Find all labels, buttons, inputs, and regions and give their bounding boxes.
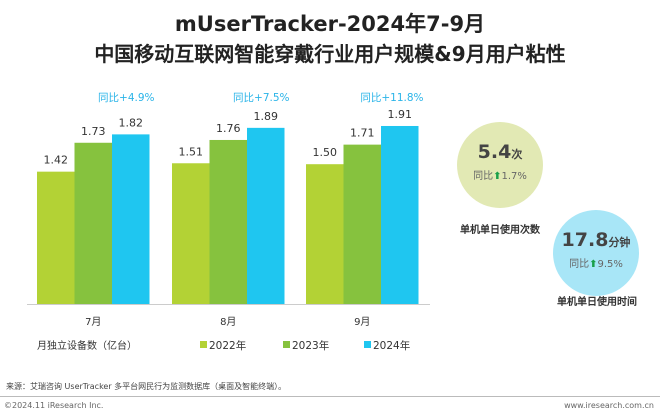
legend-label: 2023年 — [292, 339, 329, 352]
x-tick-label: 7月 — [85, 316, 101, 328]
data-label: 1.89 — [254, 110, 279, 123]
y-axis-title: 月独立设备数（亿台） — [37, 339, 137, 352]
yoy-label: 同比+11.8% — [360, 91, 423, 104]
data-label: 1.71 — [350, 127, 375, 140]
stat-unit: 次 — [511, 148, 523, 161]
yoy-label: 同比+4.9% — [98, 91, 154, 104]
bar-2023年-9月 — [343, 144, 381, 304]
footer-divider — [0, 396, 660, 397]
copyright: ©2024.11 iResearch Inc. — [4, 401, 104, 410]
stat-circle-usage-count: 5.4次 同比⬆1.7% — [457, 122, 543, 208]
data-label: 1.50 — [313, 146, 338, 159]
yoy-prefix: 同比 — [473, 171, 494, 182]
legend-swatch — [200, 341, 207, 348]
data-label: 1.73 — [81, 125, 106, 138]
bar-2023年-7月 — [74, 142, 112, 304]
yoy-prefix: 同比 — [569, 259, 590, 270]
yoy-value: 1.7% — [501, 171, 527, 182]
bar-2022年-9月 — [306, 164, 344, 304]
yoy-label: 同比+7.5% — [233, 91, 289, 104]
stat-value: 17.8 — [561, 229, 609, 251]
stat-unit: 分钟 — [608, 236, 631, 249]
source-note: 来源：艾瑞咨询 UserTracker 多平台网民行为监测数据库（桌面及智能终端… — [6, 382, 287, 391]
bar-2022年-8月 — [172, 163, 210, 304]
legend-label: 2024年 — [373, 339, 410, 352]
chart-title-line1: mUserTracker-2024年7-9月 — [174, 12, 486, 36]
yoy-value: 9.5% — [597, 259, 623, 270]
arrow-up-icon: ⬆ — [493, 171, 502, 182]
data-label: 1.91 — [388, 108, 413, 121]
bar-2024年-8月 — [247, 127, 285, 305]
stat-label: 单机单日使用时间 — [557, 297, 637, 308]
x-tick-label: 9月 — [354, 316, 370, 328]
legend-label: 2022年 — [209, 339, 246, 352]
website: www.iresearch.com.cn — [564, 401, 654, 410]
stat-circle-usage-time: 17.8分钟 同比⬆9.5% — [553, 210, 639, 296]
data-label: 1.51 — [179, 145, 204, 158]
bar-2022年-7月 — [37, 171, 75, 304]
data-label: 1.76 — [216, 122, 241, 135]
bar-2024年-7月 — [112, 134, 150, 304]
stat-value: 5.4 — [477, 141, 512, 163]
chart-title-line2: 中国移动互联网智能穿戴行业用户规模&9月用户粘性 — [94, 42, 566, 66]
bar-2023年-8月 — [209, 139, 247, 304]
legend-swatch — [364, 341, 371, 348]
stat-label: 单机单日使用次数 — [460, 225, 540, 236]
arrow-up-icon: ⬆ — [589, 259, 598, 270]
data-label: 1.42 — [44, 154, 69, 167]
legend-swatch — [283, 341, 290, 348]
data-label: 1.82 — [119, 116, 144, 129]
x-tick-label: 8月 — [220, 316, 236, 328]
bar-2024年-9月 — [381, 125, 419, 304]
